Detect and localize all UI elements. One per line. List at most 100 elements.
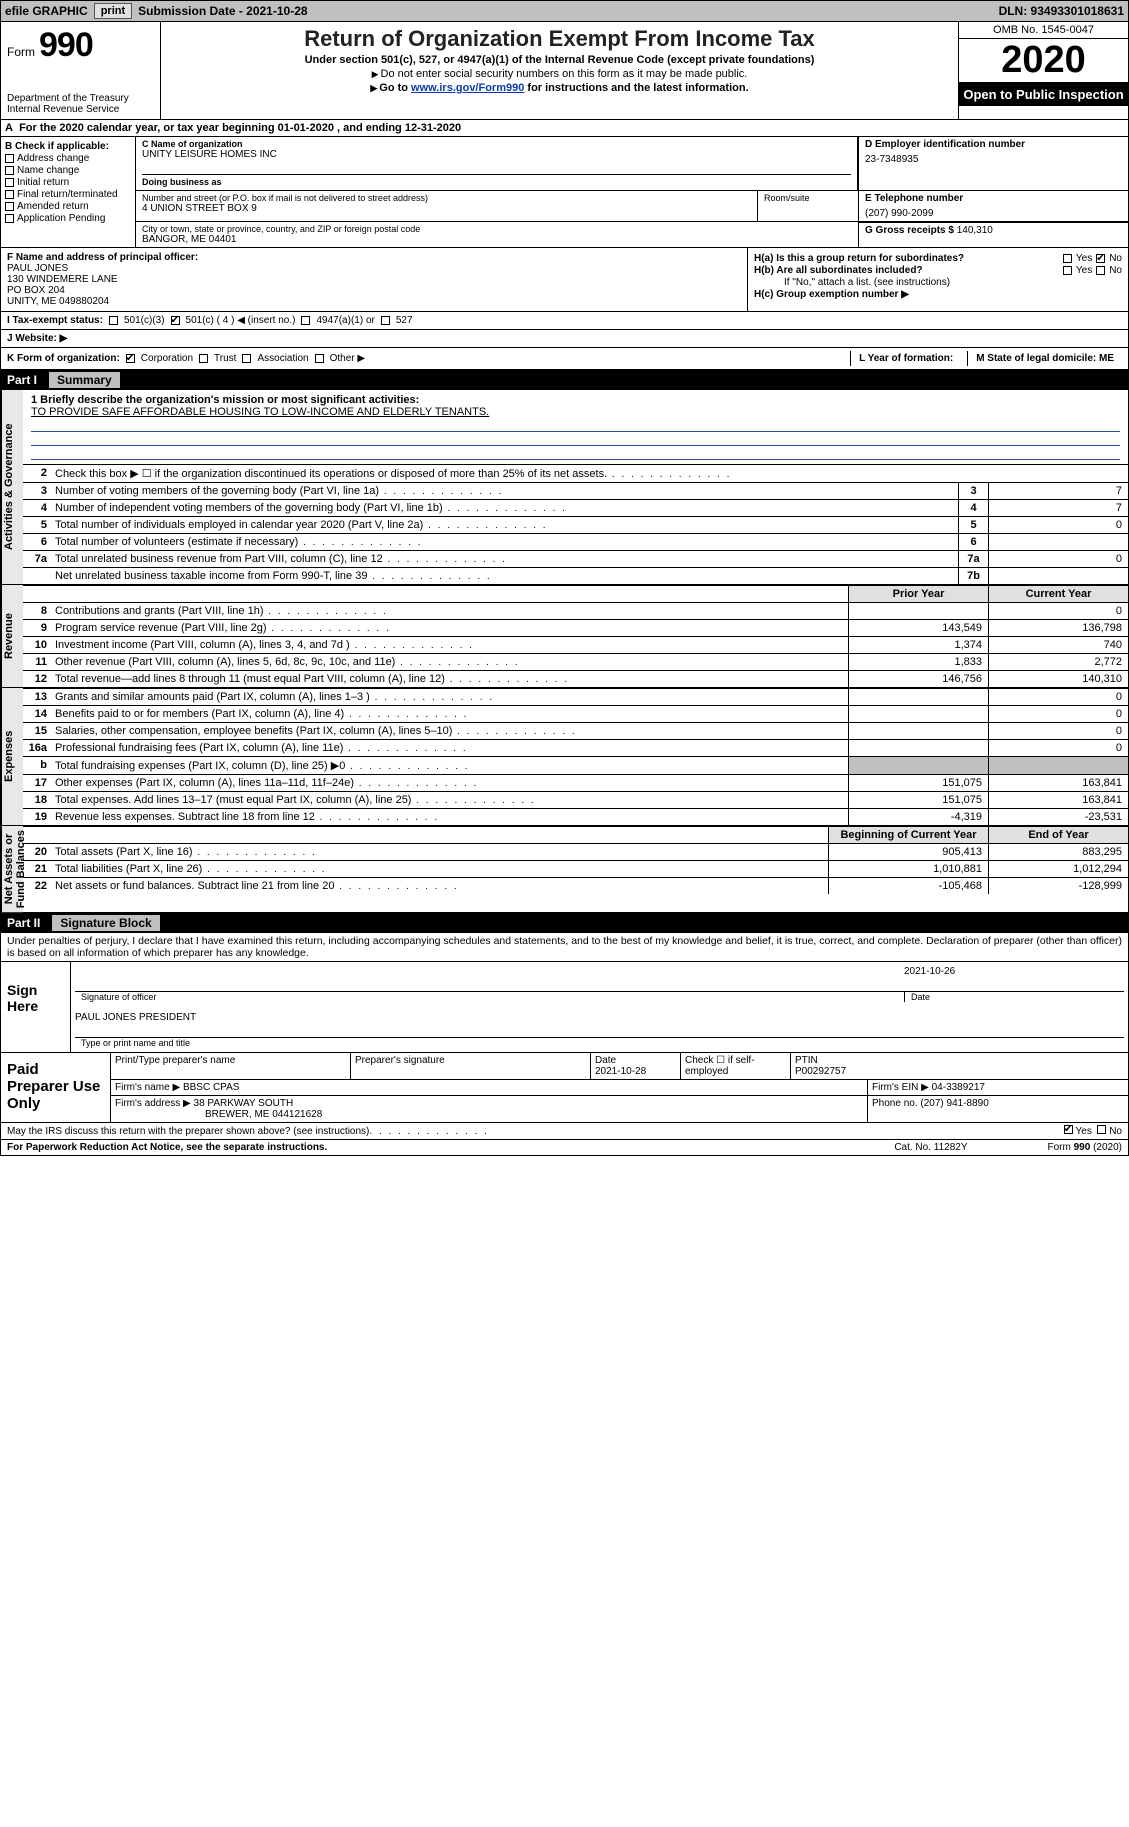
dept-label: Department of the Treasury Internal Reve…	[7, 93, 154, 115]
prior-value: 905,413	[828, 844, 988, 860]
yes-label: Yes	[1076, 265, 1092, 276]
summary-line: 16aProfessional fundraising fees (Part I…	[23, 739, 1128, 756]
phone-label: E Telephone number	[865, 193, 1122, 204]
line-number: 2	[23, 465, 51, 482]
checkbox[interactable]	[5, 178, 14, 187]
i-opt3: 4947(a)(1) or	[316, 315, 374, 326]
checkbox[interactable]	[5, 202, 14, 211]
current-value: 2,772	[988, 654, 1128, 670]
j-label: J Website: ▶	[7, 333, 67, 344]
k-corp-checkbox[interactable]	[126, 354, 135, 363]
header-right: OMB No. 1545-0047 2020 Open to Public In…	[958, 22, 1128, 119]
line-desc: Professional fundraising fees (Part IX, …	[51, 740, 848, 756]
hb-note: If "No," attach a list. (see instruction…	[754, 277, 1122, 288]
prior-value: 146,756	[848, 671, 988, 687]
city-value: BANGOR, ME 04401	[142, 234, 852, 245]
b-checkbox-item: Address change	[5, 153, 131, 164]
line-value	[988, 534, 1128, 550]
prior-value	[848, 689, 988, 705]
summary-line: 11Other revenue (Part VIII, column (A), …	[23, 653, 1128, 670]
discuss-no-checkbox[interactable]	[1097, 1125, 1106, 1134]
ha-yes-checkbox[interactable]	[1063, 254, 1072, 263]
line-desc: Number of independent voting members of …	[51, 500, 958, 516]
k-opt2: Trust	[214, 353, 236, 364]
instructions-link[interactable]: www.irs.gov/Form990	[411, 82, 524, 94]
prior-value: 143,549	[848, 620, 988, 636]
mission-q: 1 Briefly describe the organization's mi…	[31, 394, 1120, 406]
i-501c3-checkbox[interactable]	[109, 316, 118, 325]
k-assoc-checkbox[interactable]	[242, 354, 251, 363]
checkbox[interactable]	[5, 166, 14, 175]
summary-line: 15Salaries, other compensation, employee…	[23, 722, 1128, 739]
k-trust-checkbox[interactable]	[199, 354, 208, 363]
firm-addr-label: Firm's address ▶	[115, 1098, 191, 1109]
summary-line: 5Total number of individuals employed in…	[23, 516, 1128, 533]
summary-line: 9Program service revenue (Part VIII, lin…	[23, 619, 1128, 636]
no-label: No	[1109, 253, 1122, 264]
checkbox[interactable]	[5, 154, 14, 163]
summary-line: 18Total expenses. Add lines 13–17 (must …	[23, 791, 1128, 808]
print-button[interactable]: print	[94, 3, 132, 19]
k-opt3: Association	[257, 353, 308, 364]
underline	[31, 446, 1120, 460]
ha-label: H(a) Is this a group return for subordin…	[754, 253, 964, 264]
grey-cell	[848, 757, 988, 774]
org-name-label: C Name of organization	[142, 139, 851, 149]
line-desc: Total number of individuals employed in …	[51, 517, 958, 533]
sign-here-label: Sign Here	[1, 962, 71, 1052]
firm-name-label: Firm's name ▶	[115, 1082, 180, 1093]
b-checkbox-item: Name change	[5, 165, 131, 176]
gross-receipts-value: 140,310	[957, 225, 993, 236]
checkbox[interactable]	[5, 214, 14, 223]
paid-preparer-block: Paid Preparer Use Only Print/Type prepar…	[1, 1053, 1128, 1123]
b-item-label: Amended return	[17, 201, 89, 212]
efile-label: efile GRAPHIC	[5, 4, 88, 18]
line-box: 4	[958, 500, 988, 516]
f-addr2: PO BOX 204	[7, 285, 741, 296]
hb-no-checkbox[interactable]	[1096, 266, 1105, 275]
ein-label: D Employer identification number	[865, 139, 1122, 150]
k-opt1: Corporation	[141, 353, 193, 364]
line-number: 22	[23, 878, 51, 894]
current-value: 883,295	[988, 844, 1128, 860]
line-desc: Program service revenue (Part VIII, line…	[51, 620, 848, 636]
arrow-icon	[372, 68, 381, 80]
line-a-text: For the 2020 calendar year, or tax year …	[19, 122, 461, 134]
line-number: 7a	[23, 551, 51, 567]
k-other-checkbox[interactable]	[315, 354, 324, 363]
summary-line: 17Other expenses (Part IX, column (A), l…	[23, 774, 1128, 791]
line-desc: Investment income (Part VIII, column (A)…	[51, 637, 848, 653]
i-527-checkbox[interactable]	[381, 316, 390, 325]
i-4947-checkbox[interactable]	[301, 316, 310, 325]
paid-preparer-label: Paid Preparer Use Only	[1, 1053, 111, 1122]
firm-phone-label: Phone no.	[872, 1098, 918, 1109]
line-desc: Total assets (Part X, line 16)	[51, 844, 828, 860]
hb-yes-checkbox[interactable]	[1063, 266, 1072, 275]
summary-line: 3Number of voting members of the governi…	[23, 482, 1128, 499]
summary-line: 2Check this box ▶ ☐ if the organization …	[23, 464, 1128, 482]
expenses-section: Expenses 13Grants and similar amounts pa…	[1, 688, 1128, 826]
line-desc: Benefits paid to or for members (Part IX…	[51, 706, 848, 722]
ha-no-checkbox[interactable]	[1096, 254, 1105, 263]
grey-cell	[988, 757, 1128, 774]
part-1-label: Part I	[7, 373, 37, 387]
f-name: PAUL JONES	[7, 263, 741, 274]
gross-receipts-label: G Gross receipts $	[865, 225, 957, 236]
d-ein-block: D Employer identification number 23-7348…	[858, 137, 1128, 190]
line-number: 19	[23, 809, 51, 825]
i-501c-checkbox[interactable]	[171, 316, 180, 325]
firm-phone: (207) 941-8890	[920, 1098, 988, 1109]
line-value: 0	[988, 517, 1128, 533]
underline	[31, 432, 1120, 446]
b-checkbox-item: Initial return	[5, 177, 131, 188]
checkbox[interactable]	[5, 190, 14, 199]
line-number: 14	[23, 706, 51, 722]
current-value: -128,999	[988, 878, 1128, 894]
prep-date: 2021-10-28	[595, 1066, 646, 1077]
line-number: 16a	[23, 740, 51, 756]
netassets-section: Net Assets or Fund Balances Beginning of…	[1, 826, 1128, 913]
prior-value: -105,468	[828, 878, 988, 894]
summary-line: 22Net assets or fund balances. Subtract …	[23, 877, 1128, 894]
submission-date: Submission Date - 2021-10-28	[138, 4, 307, 18]
discuss-yes-checkbox[interactable]	[1064, 1125, 1073, 1134]
